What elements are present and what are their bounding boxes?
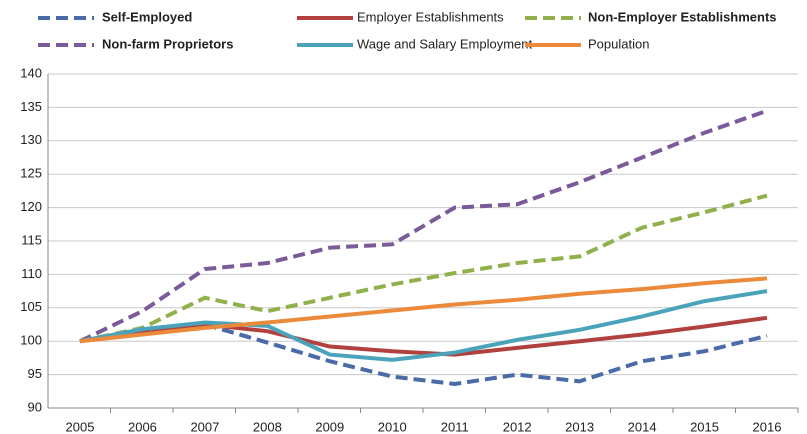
x-tick-label: 2008: [253, 419, 282, 434]
series-line: [79, 289, 768, 362]
y-tick-label: 125: [20, 166, 42, 181]
y-tick-label: 120: [20, 199, 42, 214]
y-tick-label: 100: [20, 333, 42, 348]
series-line: [79, 193, 768, 344]
x-tick-label: 2016: [753, 419, 782, 434]
x-tick-label: 2009: [315, 419, 344, 434]
y-tick-label: 110: [21, 266, 42, 281]
x-tick-label: 2015: [690, 419, 719, 434]
x-tick-label: 2011: [441, 419, 469, 434]
x-tick-label: 2010: [378, 419, 407, 434]
x-tick-label: 2013: [565, 419, 594, 434]
y-tick-label: 105: [20, 299, 42, 314]
y-tick-label: 95: [28, 366, 42, 381]
x-tick-label: 2012: [503, 419, 532, 434]
y-tick-label: 140: [20, 65, 42, 80]
legend-label: Employer Establishments: [357, 9, 504, 24]
legend-label: Self-Employed: [102, 9, 192, 24]
y-tick-label: 115: [21, 232, 42, 247]
legend-label: Population: [588, 36, 649, 51]
x-tick-label: 2005: [66, 419, 95, 434]
y-tick-label: 130: [20, 132, 42, 147]
x-tick-label: 2014: [628, 419, 657, 434]
series-line: [79, 108, 768, 344]
series-line: [79, 276, 768, 344]
y-tick-label: 135: [20, 99, 42, 114]
legend-label: Non-Employer Establishments: [588, 9, 777, 24]
legend-label: Wage and Salary Employment: [357, 36, 532, 51]
legend-label: Non-farm Proprietors: [102, 36, 233, 51]
y-tick-label: 90: [28, 399, 42, 414]
x-tick-label: 2006: [128, 419, 157, 434]
x-tick-label: 2007: [190, 419, 219, 434]
